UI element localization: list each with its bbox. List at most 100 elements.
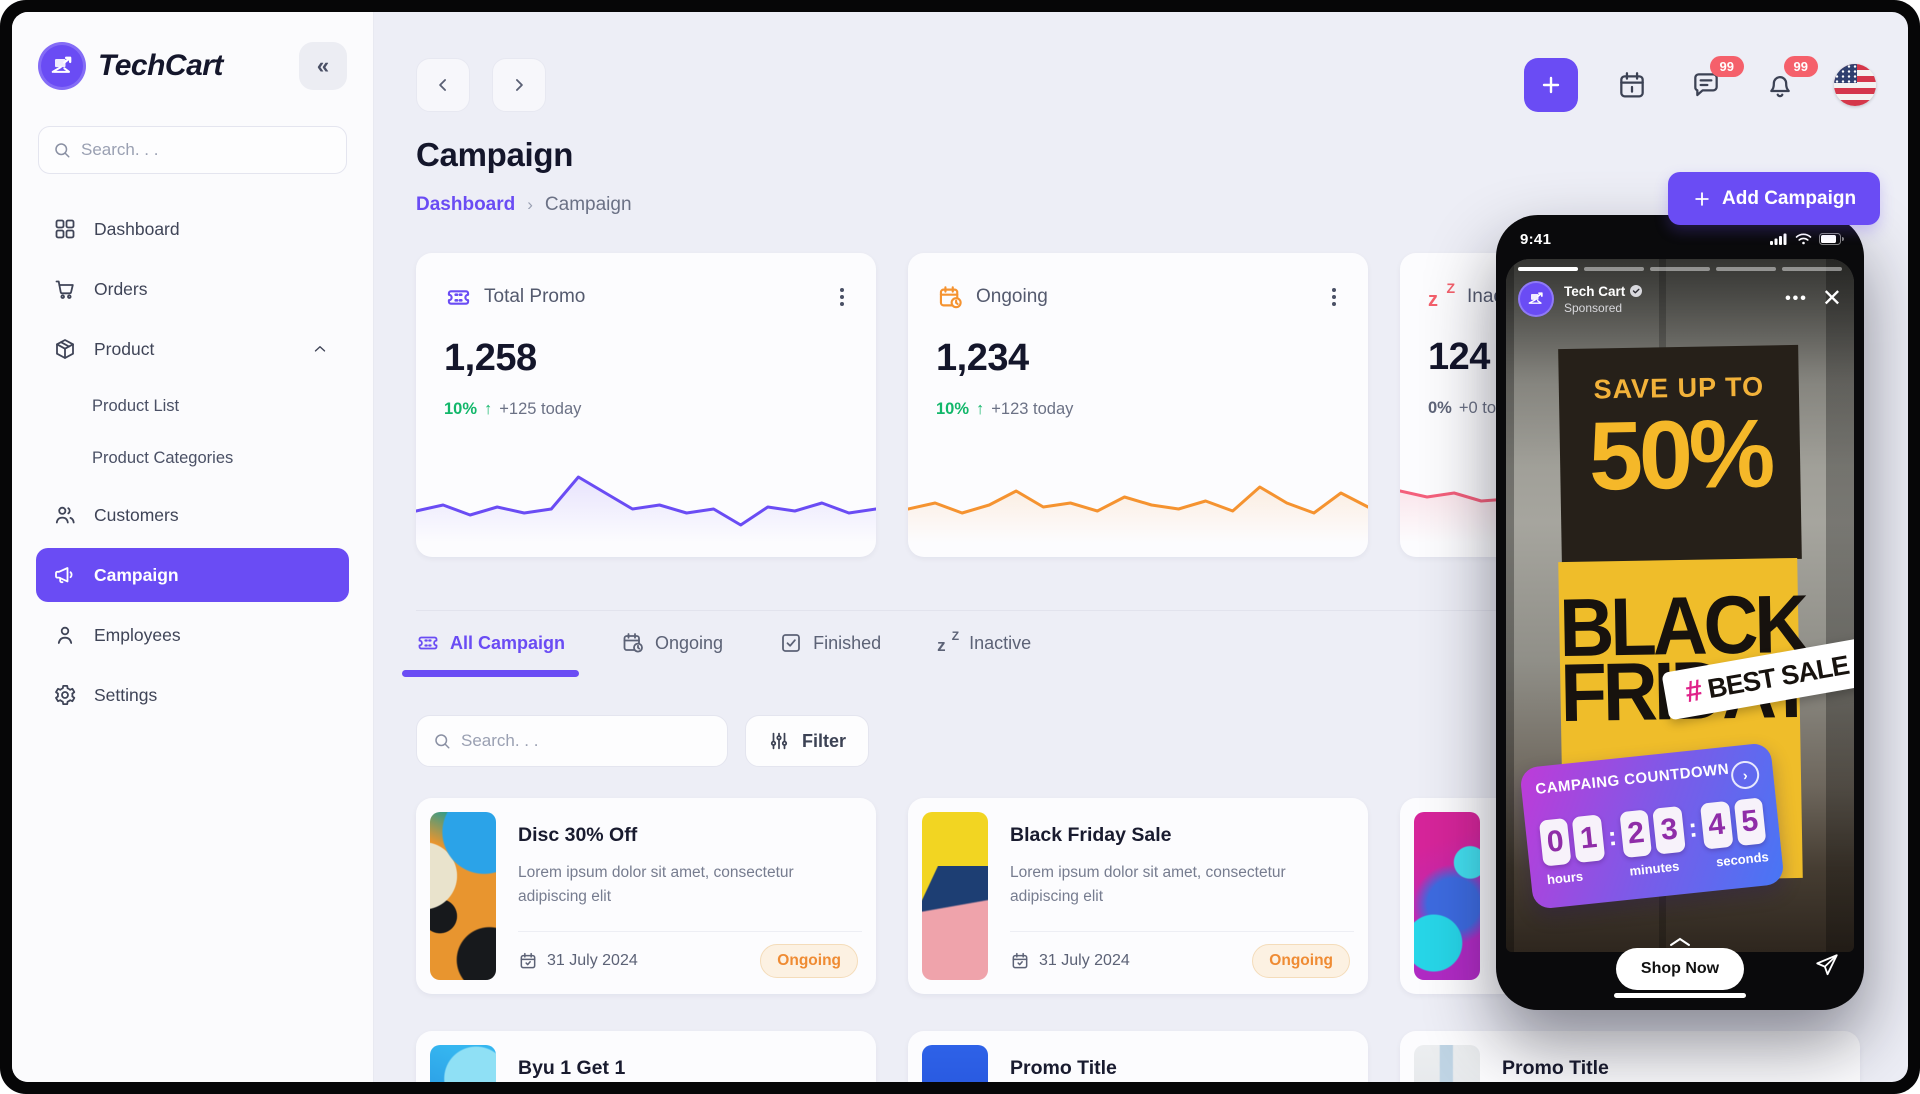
language-flag-us-icon[interactable] xyxy=(1834,64,1876,106)
avatar xyxy=(1518,281,1554,317)
campaign-card-byu-1-get-1[interactable]: Byu 1 Get 1 xyxy=(416,1031,876,1082)
sliders-icon xyxy=(770,732,788,750)
verified-badge-icon xyxy=(1630,285,1643,297)
history-back-button[interactable] xyxy=(416,58,470,112)
campaign-card-black-friday[interactable]: Black Friday Sale Lorem ipsum dolor sit … xyxy=(908,798,1368,994)
tab-finished[interactable]: Finished xyxy=(779,631,881,677)
tab-label: Inactive xyxy=(969,632,1032,653)
shop-now-button[interactable]: Shop Now xyxy=(1616,948,1744,990)
ticket-icon xyxy=(444,283,472,311)
countdown-next-icon[interactable]: › xyxy=(1729,759,1761,791)
add-campaign-label: Add Campaign xyxy=(1722,187,1857,209)
stat-delta-text: +125 today xyxy=(499,400,582,418)
app-screen: TechCart « Dashboard Orders xyxy=(12,12,1908,1082)
sidebar-item-label: Product Categories xyxy=(92,448,234,467)
sidebar-item-product-categories[interactable]: Product Categories xyxy=(36,434,349,482)
filter-button[interactable]: Filter xyxy=(745,715,870,767)
stat-menu-button[interactable] xyxy=(1328,284,1340,310)
sidebar-item-product[interactable]: Product xyxy=(36,322,349,376)
campaign-search-input[interactable] xyxy=(460,731,711,751)
stat-value: 124 xyxy=(1428,336,1490,378)
story-menu-button[interactable]: ••• xyxy=(1785,290,1808,307)
tab-label: Finished xyxy=(813,632,882,653)
story-header: Tech Cart Sponsored ••• ✕ xyxy=(1518,281,1842,317)
search-icon xyxy=(55,143,70,158)
stat-value: 1,258 xyxy=(444,337,537,379)
sidebar-item-campaign[interactable]: Campaign xyxy=(36,548,349,602)
sidebar-item-label: Customers xyxy=(94,504,179,525)
chevron-up-icon xyxy=(307,336,333,362)
sparkline-ongoing xyxy=(908,463,1368,543)
ad-poster-top: SAVE UP TO 50% xyxy=(1558,344,1802,564)
gear-icon xyxy=(52,682,78,708)
story-close-button[interactable]: ✕ xyxy=(1821,285,1842,312)
messages-badge: 99 xyxy=(1709,56,1744,77)
quick-add-button[interactable] xyxy=(1524,58,1578,112)
history-forward-button[interactable] xyxy=(492,58,546,112)
tab-label: All Campaign xyxy=(450,632,566,653)
chevron-left-icon xyxy=(439,79,446,91)
logo-row: TechCart « xyxy=(12,12,373,90)
sidebar-item-label: Product xyxy=(94,338,155,359)
campaign-card-promo-title-2[interactable]: Promo Title xyxy=(1400,1031,1860,1082)
ad-percent-text: 50% xyxy=(1587,398,1773,511)
box-icon xyxy=(52,336,78,362)
campaign-card-disc-30[interactable]: Disc 30% Off Lorem ipsum dolor sit amet,… xyxy=(416,798,876,994)
stat-card-ongoing: Ongoing 1,234 10% ↑ +123 today xyxy=(908,253,1368,557)
share-paper-plane-icon[interactable] xyxy=(1814,952,1840,983)
campaign-search[interactable] xyxy=(416,715,728,767)
tab-all-campaign[interactable]: All Campaign xyxy=(401,631,580,677)
sidebar-item-customers[interactable]: Customers xyxy=(36,488,349,542)
campaign-date: 31 July 2024 xyxy=(518,951,638,971)
campaign-title: Black Friday Sale xyxy=(1010,824,1172,846)
add-campaign-button[interactable]: Add Campaign xyxy=(1668,172,1881,225)
sidebar-item-employees[interactable]: Employees xyxy=(36,608,349,662)
stat-menu-button[interactable] xyxy=(836,284,848,310)
breadcrumb-current: Campaign xyxy=(544,194,632,215)
home-indicator xyxy=(1614,993,1746,998)
sidebar-collapse-button[interactable]: « xyxy=(299,42,347,90)
stat-label: Ongoing xyxy=(976,286,1048,307)
search-icon xyxy=(435,734,450,749)
sidebar-search-input[interactable] xyxy=(81,140,332,160)
phone-story-preview: 9:41 Tech Cart xyxy=(1496,215,1864,1010)
trend-up-icon: ↑ xyxy=(484,400,493,418)
calendar-check-icon xyxy=(520,952,536,969)
countdown-seconds-label: seconds xyxy=(1715,849,1770,870)
sidebar-item-label: Dashboard xyxy=(94,218,180,239)
story-progress xyxy=(1518,267,1842,271)
calendar-check-icon xyxy=(1012,952,1028,969)
campaign-description: Lorem ipsum dolor sit amet, consectetur … xyxy=(518,864,794,906)
campaign-thumbnail xyxy=(430,1045,496,1082)
calendar-button[interactable] xyxy=(1612,65,1652,105)
status-badge: Ongoing xyxy=(1252,944,1350,978)
calendar-clock-icon xyxy=(936,283,964,311)
campaign-title: Disc 30% Off xyxy=(518,824,638,846)
tab-ongoing[interactable]: Ongoing xyxy=(621,631,723,677)
person-icon xyxy=(52,622,78,648)
story-account-name[interactable]: Tech Cart xyxy=(1564,283,1626,299)
wifi-icon xyxy=(1795,233,1812,245)
sidebar-item-label: Orders xyxy=(94,278,148,299)
breadcrumb-dashboard-link[interactable]: Dashboard xyxy=(416,194,516,215)
sidebar-search[interactable] xyxy=(38,126,347,174)
calendar-icon xyxy=(1620,72,1644,98)
chevron-right-icon xyxy=(516,79,523,91)
story-bottom-bar: Shop Now xyxy=(1506,937,1854,1000)
sidebar-item-label: Settings xyxy=(94,684,158,705)
trend-up-icon: ↑ xyxy=(976,400,985,418)
sidebar-item-product-list[interactable]: Product List xyxy=(36,382,349,430)
sidebar-item-dashboard[interactable]: Dashboard xyxy=(36,202,349,256)
campaign-card-promo-title[interactable]: Promo Title xyxy=(908,1031,1368,1082)
countdown-sticker[interactable]: CAMPAING COUNTDOWN › 0 1 : 2 3 : 4 5 hou… xyxy=(1519,742,1785,910)
notifications-button[interactable]: 99 xyxy=(1760,56,1818,105)
messages-button[interactable]: 99 xyxy=(1686,56,1744,105)
campaign-thumbnail xyxy=(922,812,988,980)
sidebar-item-settings[interactable]: Settings xyxy=(36,668,349,722)
sidebar-item-orders[interactable]: Orders xyxy=(36,262,349,316)
megaphone-icon xyxy=(52,562,78,588)
page-title: Campaign xyxy=(416,136,574,173)
